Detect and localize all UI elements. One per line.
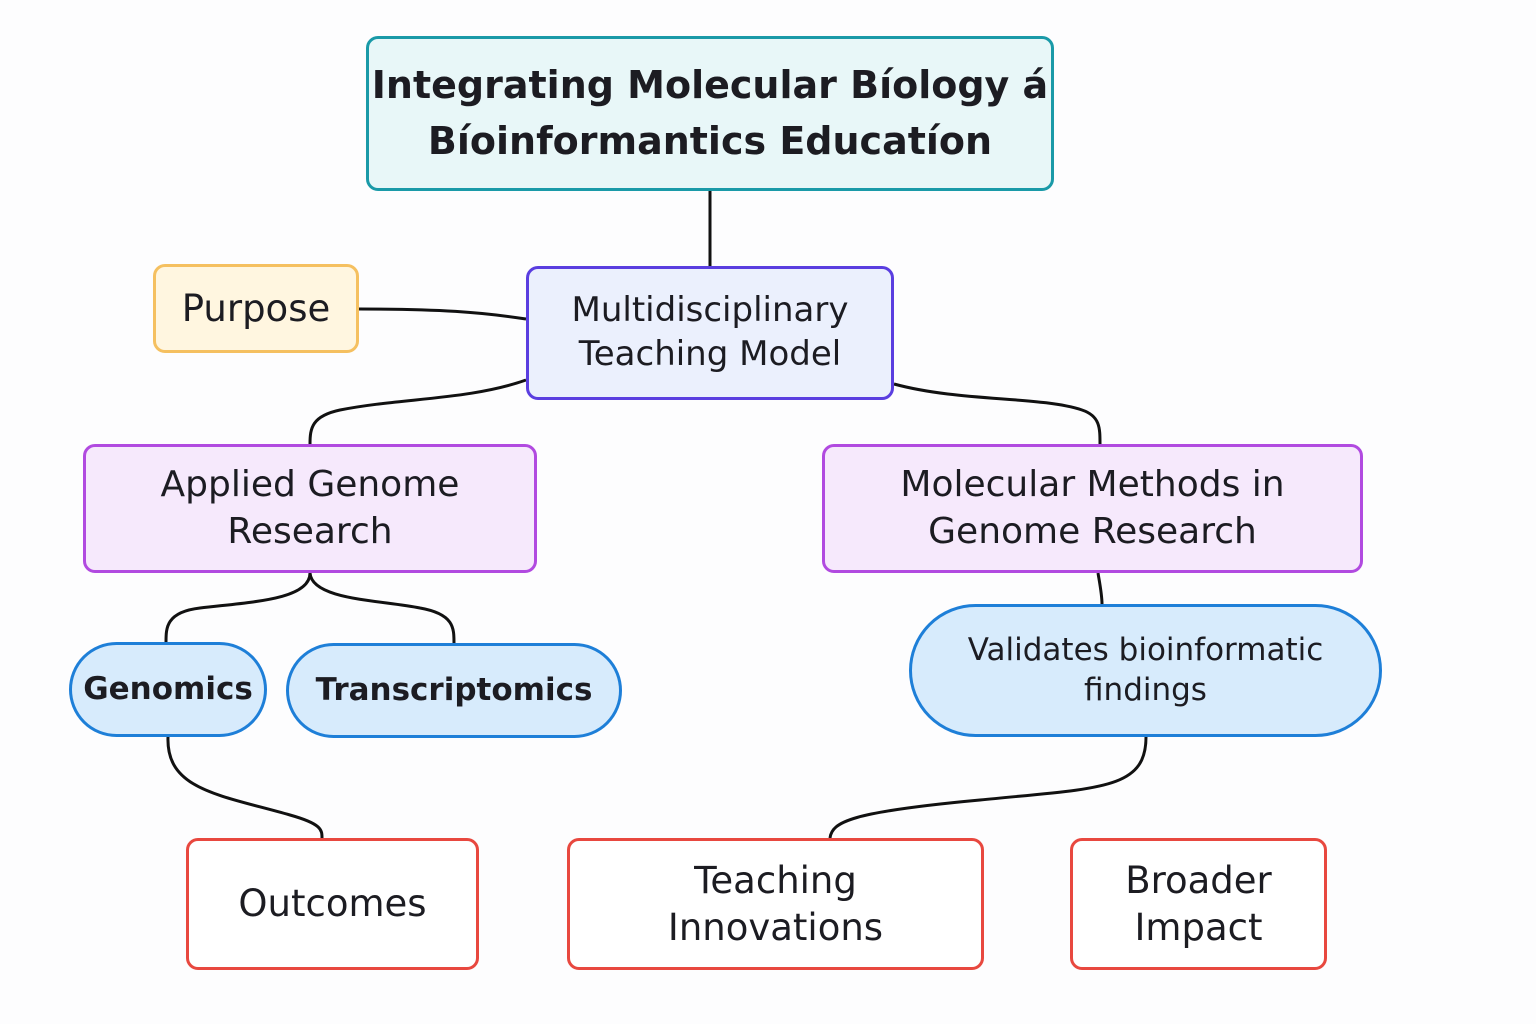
edge-validates-teaching	[828, 736, 1148, 839]
edge-molecular-validates	[1096, 572, 1104, 605]
genomics-node: Genomics	[69, 642, 267, 737]
purpose-node: Purpose	[153, 264, 359, 353]
edge-model-applied	[308, 378, 527, 445]
edge-applied-transcriptomics	[308, 572, 456, 644]
title-node: Integrating Molecular Bíology á Bíoin…	[366, 36, 1054, 191]
outcomes-node: Outcomes	[186, 838, 479, 970]
teaching-innovations-node: Teaching Innovations	[567, 838, 984, 970]
validates-findings-node: Validates bioinformatic findings	[909, 604, 1382, 737]
teaching-model-node: Multidisciplinary Teaching Model	[526, 266, 894, 400]
broader-impact-node: Broader Impact	[1070, 838, 1327, 970]
applied-genome-research-node: Applied Genome Research	[83, 444, 537, 573]
transcriptomics-node: Transcriptomics	[286, 643, 622, 738]
molecular-methods-node: Molecular Methods in Genome Research	[822, 444, 1363, 573]
edge-model-molecular	[893, 382, 1102, 445]
edge-genomics-outcomes	[166, 736, 324, 839]
edge-applied-genomics	[164, 572, 312, 643]
edge-purpose-model	[358, 307, 527, 321]
